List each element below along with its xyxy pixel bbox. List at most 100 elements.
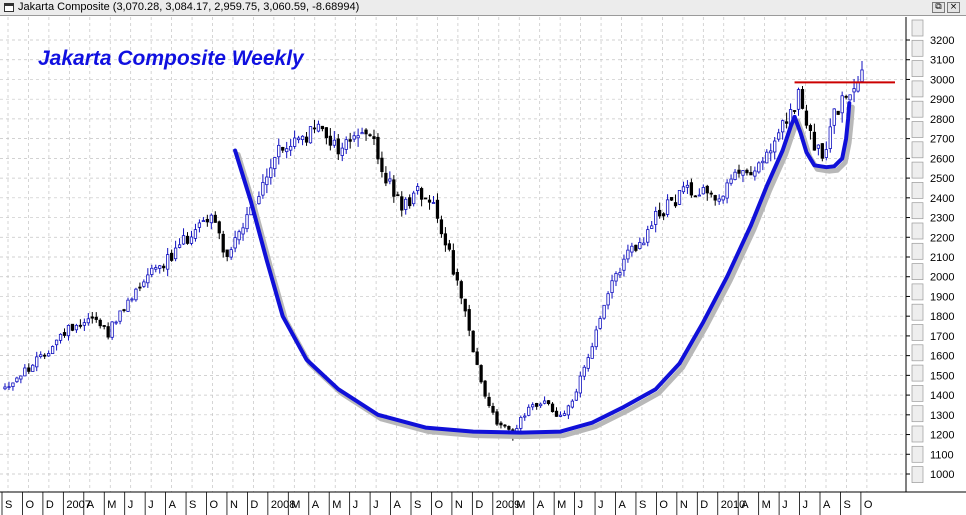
candle-up: [769, 150, 773, 154]
time-tick-label: A: [823, 499, 831, 511]
time-tick-label: M: [557, 499, 566, 511]
candle-down: [658, 209, 662, 217]
time-tick-label: 2007: [66, 499, 90, 511]
time-tick-label: 2008: [271, 499, 295, 511]
candle-up: [721, 195, 725, 201]
time-tick-label: M: [291, 499, 300, 511]
candle-up: [332, 139, 336, 146]
candle-up: [681, 186, 686, 193]
candle-down: [281, 146, 285, 151]
price-tick-label: 1300: [930, 410, 954, 422]
price-axis-block: [911, 242, 924, 260]
candle-down: [372, 136, 376, 140]
candle-up: [590, 346, 594, 359]
time-tick-label: D: [475, 499, 483, 511]
candle-down: [495, 411, 499, 425]
candle-up: [824, 149, 828, 158]
candle-up: [618, 272, 622, 276]
candle-up: [177, 244, 182, 248]
candle-up: [523, 415, 527, 418]
candle-up: [11, 382, 15, 387]
candle-down: [487, 396, 491, 406]
candle-up: [352, 135, 356, 140]
candle-down: [94, 316, 98, 320]
time-tick-label: A: [169, 499, 177, 511]
candle-down: [451, 250, 455, 275]
price-tick-label: 3000: [930, 74, 954, 86]
price-tick-label: 2700: [930, 134, 954, 146]
candle-down: [304, 136, 309, 143]
candle-down: [90, 316, 94, 319]
chart-window-icon: [4, 3, 14, 12]
candle-up: [562, 413, 567, 416]
candle-up: [197, 222, 202, 228]
time-tick-label: A: [537, 499, 545, 511]
time-tick-label: J: [782, 499, 788, 511]
price-axis-block: [911, 60, 924, 77]
candle-down: [170, 252, 174, 261]
candle-down: [435, 199, 440, 219]
candle-up: [134, 288, 138, 301]
price-axis-block: [911, 182, 924, 199]
candle-down: [348, 139, 352, 142]
candle-up: [126, 299, 130, 312]
candle-down: [479, 365, 483, 383]
candle-up: [741, 170, 745, 176]
candle-up: [717, 198, 721, 202]
price-axis-block: [911, 222, 924, 240]
candle-up: [796, 89, 801, 110]
candle-up: [300, 135, 305, 140]
price-axis-block: [911, 202, 924, 220]
candle-up: [173, 247, 178, 260]
candle-up: [598, 318, 602, 329]
candle-down: [225, 249, 229, 257]
candle-down: [669, 197, 674, 201]
candle-down: [713, 195, 717, 201]
time-tick-label: J: [353, 499, 359, 511]
candle-down: [634, 244, 638, 251]
candle-down: [396, 194, 400, 197]
candle-down: [784, 121, 789, 124]
candle-down: [368, 134, 372, 137]
time-tick-label: O: [864, 499, 873, 511]
candle-up: [650, 225, 654, 229]
candle-up: [58, 333, 63, 341]
time-tick-label: M: [107, 499, 116, 511]
candle-down: [376, 136, 380, 160]
time-tick-label: A: [312, 499, 320, 511]
price-tick-label: 2600: [930, 153, 954, 165]
candle-up: [237, 231, 241, 241]
price-tick-label: 2100: [930, 252, 954, 264]
candle-up: [729, 178, 733, 184]
candle-down: [423, 197, 428, 200]
candle-up: [828, 126, 832, 149]
time-tick-label: M: [516, 499, 525, 511]
time-tick-label: D: [46, 499, 54, 511]
candle-down: [507, 426, 511, 430]
candle-up: [527, 406, 531, 416]
time-tick-label: S: [5, 499, 12, 511]
candle-up: [519, 416, 523, 429]
time-tick-label: D: [700, 499, 708, 511]
price-tick-label: 2300: [930, 213, 954, 225]
candle-down: [384, 172, 388, 184]
candle-down: [689, 182, 694, 196]
candle-up: [566, 405, 571, 416]
close-window-button[interactable]: ×: [947, 2, 960, 13]
candle-up: [86, 318, 90, 324]
candle-up: [642, 242, 646, 246]
price-tick-label: 2400: [930, 193, 954, 205]
candle-down: [475, 351, 479, 365]
candle-down: [491, 405, 495, 413]
candle-up: [50, 346, 55, 354]
candle-up: [542, 400, 547, 404]
restore-window-button[interactable]: ⧉: [932, 2, 945, 13]
cup-and-handle-overlay: [233, 81, 895, 440]
candle-up: [146, 274, 150, 284]
time-tick-label: J: [803, 499, 809, 511]
candle-down: [221, 233, 225, 253]
candle-up: [586, 357, 590, 369]
candle-down: [467, 309, 471, 331]
candlestick-series: [3, 61, 864, 441]
